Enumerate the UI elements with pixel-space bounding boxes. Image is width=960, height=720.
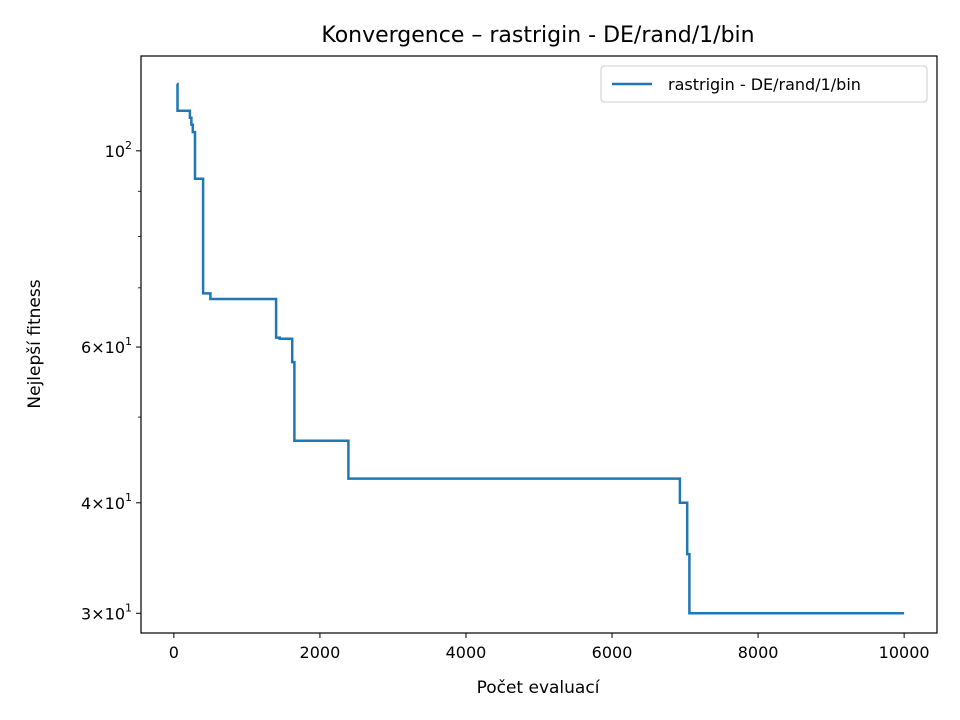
x-tick-label: 10000 <box>879 643 930 662</box>
series-line <box>176 82 905 615</box>
x-tick-label: 4000 <box>446 643 487 662</box>
plot-area <box>140 55 938 634</box>
y-tick-label: 4×101 <box>81 491 132 513</box>
y-tick-label: 102 <box>105 139 132 161</box>
chart-title: Konvergence – rastrigin - DE/rand/1/bin <box>321 23 754 48</box>
x-tick-label: 2000 <box>300 643 341 662</box>
legend: rastrigin - DE/rand/1/bin <box>600 65 928 103</box>
x-tick-label: 8000 <box>738 643 779 662</box>
legend-entry-label: rastrigin - DE/rand/1/bin <box>668 75 861 94</box>
x-axis: 0 2000 4000 6000 8000 10000 <box>169 633 930 662</box>
y-axis-label: Nejlepší fitness <box>25 279 45 408</box>
x-tick-label: 6000 <box>592 643 633 662</box>
plot-frame <box>140 55 938 634</box>
legend-frame <box>600 65 928 103</box>
y-axis: 3×101 4×101 6×101 102 <box>81 139 141 623</box>
y-tick-label: 6×101 <box>81 335 132 357</box>
x-axis-label: Počet evaluací <box>477 678 601 698</box>
x-tick-label: 0 <box>169 643 179 662</box>
y-tick-label: 3×101 <box>81 601 132 623</box>
